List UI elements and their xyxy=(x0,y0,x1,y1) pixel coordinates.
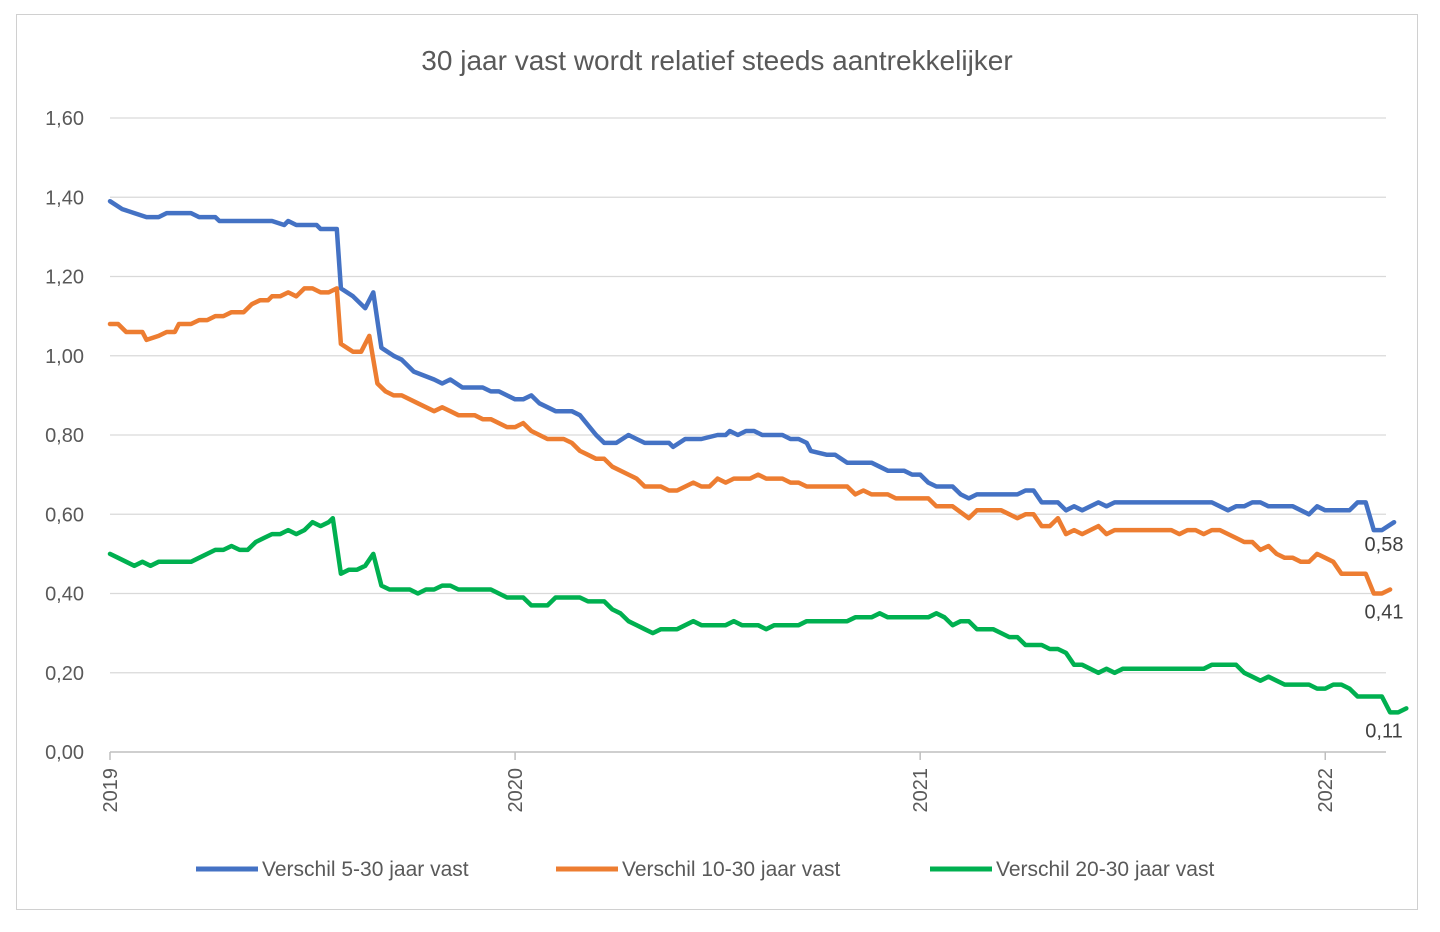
series-lines xyxy=(107,198,1409,715)
x-tick-label: 2020 xyxy=(505,768,527,813)
x-axis-tick-labels: 2019 2020 2021 2022 xyxy=(100,752,1337,813)
legend-label: Verschil 10-30 jaar vast xyxy=(622,858,840,881)
y-tick-label: 0,40 xyxy=(45,584,84,606)
y-tick-label: 0,80 xyxy=(45,425,84,447)
y-axis-tick-labels: 0,00 0,20 0,40 0,60 0,80 1,00 1,20 1,40 1,60 xyxy=(45,108,84,764)
end-value-label: 0,41 xyxy=(1365,602,1404,624)
gridlines xyxy=(110,117,1386,753)
legend-label: Verschil 20-30 jaar vast xyxy=(996,858,1214,881)
x-tick-label: 2022 xyxy=(1315,768,1337,813)
y-tick-label: 1,00 xyxy=(45,346,84,368)
end-value-label: 0,11 xyxy=(1365,720,1402,742)
end-value-labels: 0,58 0,41 0,11 xyxy=(1365,534,1404,742)
end-value-label: 0,58 xyxy=(1365,534,1404,556)
chart-frame xyxy=(16,14,1418,910)
x-tick-label: 2019 xyxy=(100,768,122,813)
y-tick-label: 0,00 xyxy=(45,742,84,764)
series-line-2 xyxy=(107,286,1393,596)
series-line-3 xyxy=(107,515,1409,715)
legend: Verschil 5-30 jaar vast Verschil 10-30 ja… xyxy=(196,858,1214,881)
y-tick-label: 0,60 xyxy=(45,504,84,526)
y-tick-label: 1,20 xyxy=(45,267,84,289)
y-tick-label: 1,60 xyxy=(45,108,84,130)
series-line-1 xyxy=(107,198,1397,533)
y-tick-label: 1,40 xyxy=(45,187,84,209)
chart-title: 30 jaar vast wordt relatief steeds aantr… xyxy=(421,45,1012,76)
y-tick-label: 0,20 xyxy=(45,663,84,685)
x-tick-label: 2021 xyxy=(910,768,932,813)
legend-label: Verschil 5-30 jaar vast xyxy=(262,858,469,881)
